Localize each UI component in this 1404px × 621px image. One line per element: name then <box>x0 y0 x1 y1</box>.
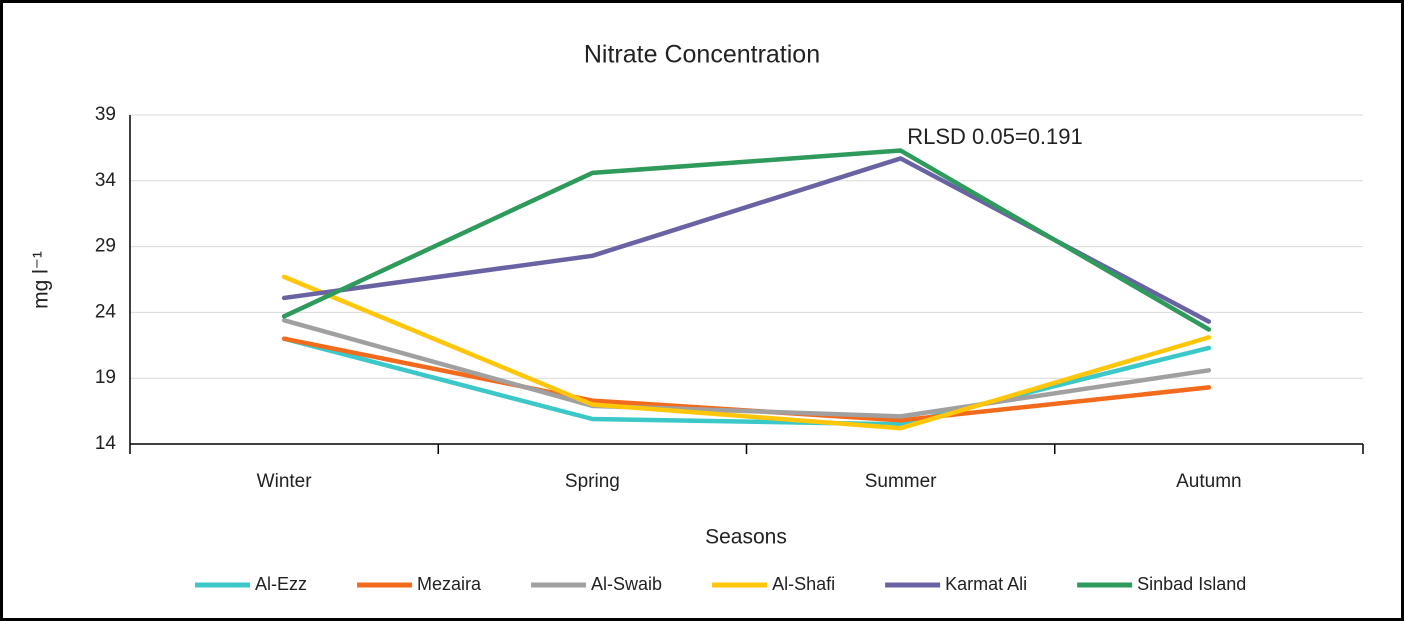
y-tick-label: 29 <box>95 236 116 257</box>
legend-label: Mezaira <box>417 574 482 594</box>
legend-label: Al-Swaib <box>591 574 662 594</box>
series-line <box>281 148 1212 332</box>
series-line <box>281 336 1212 427</box>
legend-label: Karmat Ali <box>945 574 1027 594</box>
x-tick-label: Winter <box>257 471 313 492</box>
y-axis-title: mg l⁻¹ <box>30 251 53 309</box>
x-tick-label: Autumn <box>1176 471 1241 492</box>
y-tick-label: 34 <box>95 170 117 191</box>
y-tick-label: 24 <box>95 301 117 322</box>
annotation: RLSD 0.05=0.191 <box>907 124 1083 149</box>
y-tick-label: 19 <box>95 367 116 388</box>
y-tick-label: 39 <box>95 104 116 125</box>
legend-label: Sinbad Island <box>1137 574 1246 594</box>
x-tick-label: Spring <box>565 471 620 492</box>
legend-label: Al-Ezz <box>255 574 307 594</box>
x-tick-label: Summer <box>865 471 937 492</box>
series-line <box>281 274 1212 431</box>
chart-title: Nitrate Concentration <box>584 41 820 69</box>
series-line <box>281 318 1212 419</box>
y-tick-label: 14 <box>95 433 117 454</box>
x-axis-title: Seasons <box>705 526 787 549</box>
legend-label: Al-Shafi <box>772 574 835 594</box>
